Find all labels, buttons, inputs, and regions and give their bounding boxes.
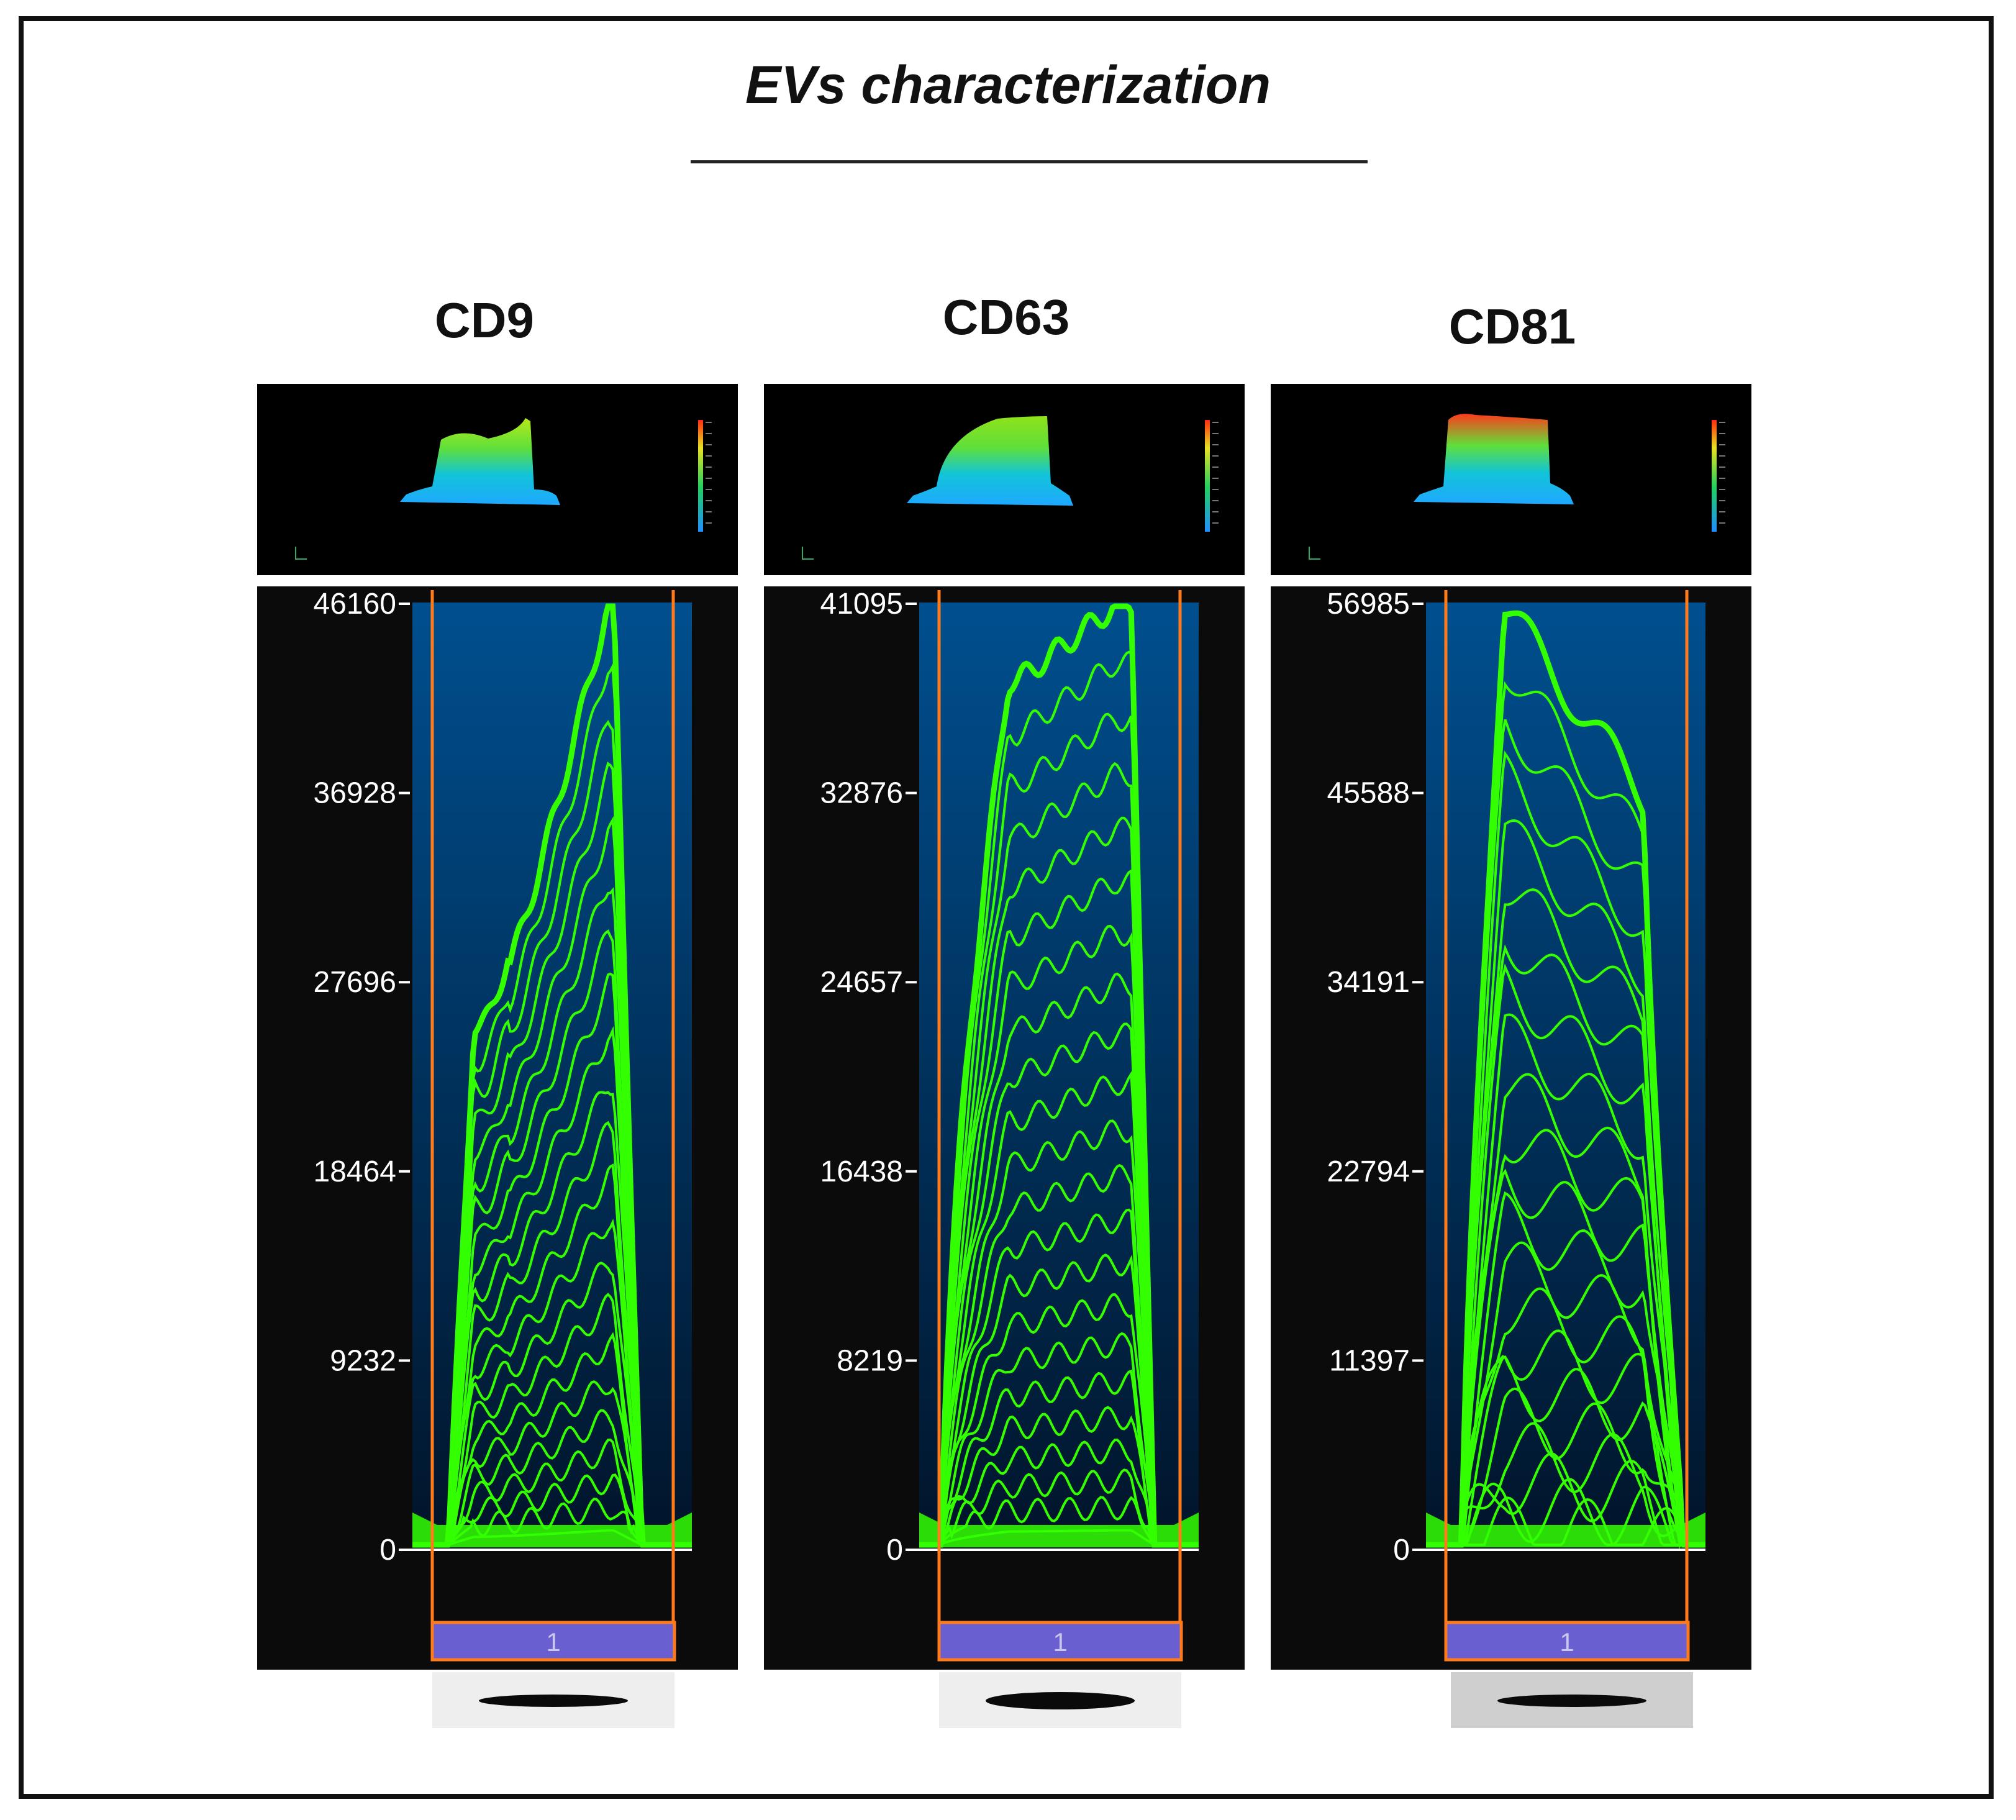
lane-box xyxy=(1444,1621,1690,1662)
trace-line xyxy=(1426,1287,1705,1546)
y-tick-label: 0 xyxy=(886,1534,903,1567)
color-scale-bar xyxy=(1712,420,1717,532)
y-tick-label: 0 xyxy=(1393,1534,1410,1567)
axis-glyph xyxy=(802,547,814,560)
panel-label-cd9: CD9 xyxy=(434,293,535,348)
y-tick-label: 16438 xyxy=(820,1155,903,1188)
lane-number: 1 xyxy=(546,1627,560,1657)
trace-line xyxy=(919,603,1199,1548)
panel-label-cd63: CD63 xyxy=(942,289,1070,345)
y-tick-label: 46160 xyxy=(314,588,396,621)
y-tick-label: 41095 xyxy=(820,588,903,621)
y-tick-label: 36928 xyxy=(314,777,396,810)
blot-band xyxy=(1497,1695,1646,1707)
panel-label-cd81: CD81 xyxy=(1448,299,1576,354)
y-tick-label: 56985 xyxy=(1327,588,1410,621)
3d-peak-thumbnail xyxy=(400,418,560,505)
y-tick-label: 45588 xyxy=(1327,777,1410,810)
lane-number: 1 xyxy=(1053,1627,1067,1657)
plot-panel-top-border xyxy=(1271,584,1751,586)
y-tick-label: 18464 xyxy=(314,1155,396,1188)
trace-foot xyxy=(1426,1513,1705,1547)
y-tick-label: 27696 xyxy=(314,966,396,999)
figure-title: EVs characterization xyxy=(745,55,1271,115)
y-tick-label: 22794 xyxy=(1327,1155,1410,1188)
lane-number: 1 xyxy=(1560,1627,1574,1657)
plot-panel-top-border xyxy=(257,584,738,586)
y-tick-label: 9232 xyxy=(330,1344,396,1377)
trace-line xyxy=(1426,1013,1705,1546)
axis-glyph xyxy=(295,547,307,560)
y-tick-label: 0 xyxy=(379,1534,396,1567)
panel-cd63: 41095 32876 24657 16438 8219 0 1 xyxy=(764,384,1245,1728)
y-tick-label: 8219 xyxy=(837,1344,903,1377)
blot-band xyxy=(986,1692,1135,1709)
trace-foot xyxy=(412,1513,692,1547)
panel-cd81: 56985 45588 34191 22794 11397 0 1 xyxy=(1271,384,1751,1728)
3d-peak-thumbnail xyxy=(1414,414,1574,504)
trace-line xyxy=(1426,1355,1705,1546)
axis-glyph xyxy=(1309,547,1320,560)
color-scale-bar xyxy=(1205,420,1210,532)
y-tick-label: 24657 xyxy=(820,966,903,999)
plot-panel-top-border xyxy=(764,584,1245,586)
panel-cd9: 46160 36928 27696 18464 9232 0 1 xyxy=(257,384,738,1728)
title-underline xyxy=(691,160,1368,163)
3d-peak-thumbnail xyxy=(907,416,1073,506)
lane-box xyxy=(937,1621,1183,1662)
y-tick-label: 11397 xyxy=(1329,1344,1410,1377)
lane-box xyxy=(430,1621,676,1662)
trace-line xyxy=(1426,610,1705,1548)
blot-band xyxy=(479,1695,628,1707)
trace-foot xyxy=(919,1513,1199,1547)
y-tick-label: 34191 xyxy=(1327,966,1410,999)
color-scale-bar xyxy=(698,420,703,532)
figure-frame xyxy=(19,16,1994,1799)
y-tick-label: 32876 xyxy=(820,777,903,810)
